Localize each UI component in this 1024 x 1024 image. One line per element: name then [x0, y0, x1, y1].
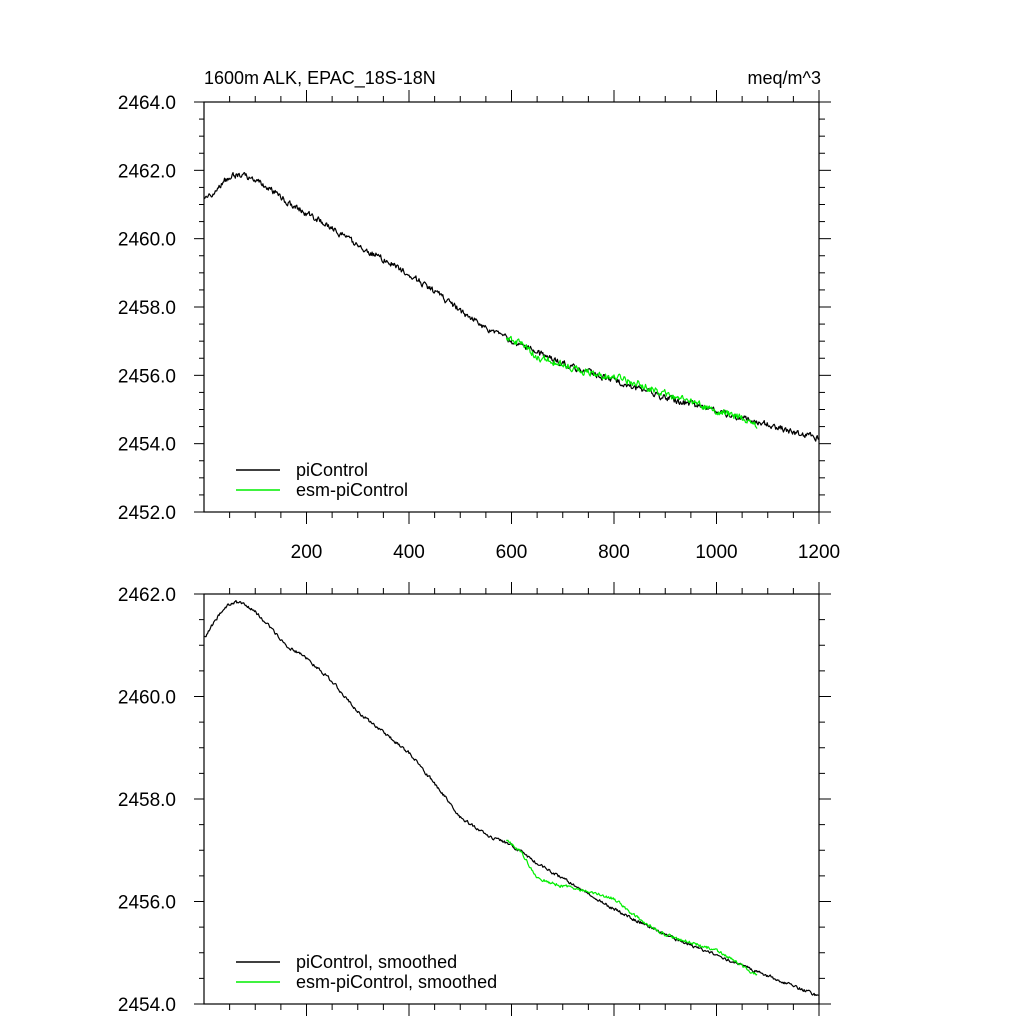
y-tick-label: 2458.0 — [118, 298, 176, 319]
y-tick-label: 2452.0 — [118, 503, 176, 524]
chart-title: 1600m ALK, EPAC_18S-18N — [204, 68, 436, 89]
y-tick-label: 2456.0 — [118, 366, 176, 387]
y-tick-label: 2460.0 — [118, 230, 176, 251]
y-tick-label: 2460.0 — [118, 688, 176, 709]
x-tick-label: 600 — [496, 542, 528, 563]
top-panel: 1600m ALK, EPAC_18S-18N meq/m^3 2452.024… — [118, 68, 840, 563]
y-tick-labels: 2452.0 2454.0 2456.0 2458.0 2460.0 2462.0 2464… — [118, 93, 176, 524]
series-lines — [204, 599, 819, 997]
y-tick-label: 2462.0 — [118, 161, 176, 182]
series-line-esm-picontrol-smoothed — [505, 839, 758, 976]
plot-frame — [203, 101, 820, 513]
legend-label-esm-picontrol-smoothed: esm-piControl, smoothed — [296, 972, 497, 992]
x-tick-label: 400 — [393, 542, 425, 563]
legend-label-esm-picontrol: esm-piControl — [296, 480, 408, 500]
plot-frame — [203, 593, 820, 1005]
tick-marks — [194, 90, 831, 524]
y-tick-label: 2464.0 — [118, 93, 176, 114]
tick-marks — [194, 582, 831, 1016]
series-line-esm-picontrol — [505, 335, 758, 429]
legend: piControl esm-piControl — [236, 460, 408, 500]
y-tick-label: 2454.0 — [118, 435, 176, 456]
legend-label-picontrol: piControl — [296, 460, 368, 480]
y-tick-label: 2454.0 — [118, 995, 176, 1016]
y-tick-label: 2456.0 — [118, 893, 176, 914]
x-tick-label: 1200 — [798, 542, 840, 563]
y-tick-label: 2462.0 — [118, 585, 176, 606]
y-tick-label: 2458.0 — [118, 790, 176, 811]
x-tick-label: 800 — [598, 542, 630, 563]
x-tick-label: 200 — [291, 542, 323, 563]
y-tick-labels: 2454.0 2456.0 2458.0 2460.0 2462.0 — [118, 585, 176, 1016]
series-line-picontrol — [203, 172, 820, 442]
chart-units: meq/m^3 — [748, 68, 821, 88]
x-tick-labels: 200 400 600 800 1000 1200 — [291, 542, 840, 563]
series-line-picontrol-smoothed — [204, 599, 819, 997]
x-tick-label: 1000 — [695, 542, 737, 563]
legend-label-picontrol-smoothed: piControl, smoothed — [296, 952, 457, 972]
legend: piControl, smoothed esm-piControl, smoot… — [236, 952, 497, 992]
series-lines — [203, 172, 820, 442]
bottom-panel: 2454.0 2456.0 2458.0 2460.0 2462.0 piControl… — [118, 582, 831, 1016]
